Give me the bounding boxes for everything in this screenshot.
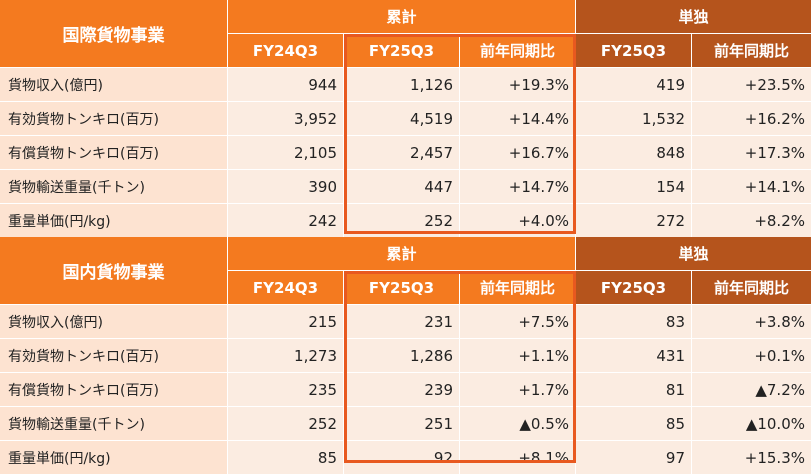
table-row: 貨物収入(億円) 215 231 +7.5% 83 +3.8% — [0, 305, 812, 339]
table-cell: 390 — [228, 170, 344, 204]
column-header: 前年同期比 — [692, 271, 812, 305]
column-header: FY25Q3 — [576, 34, 692, 68]
table-row: 重量単価(円/kg) 85 92 +8.1% 97 +15.3% — [0, 441, 812, 475]
table-row: 貨物輸送重量(千トン) 390 447 +14.7% 154 +14.1% — [0, 170, 812, 204]
table-cell: +15.3% — [692, 441, 812, 475]
table-cell: 251 — [344, 407, 460, 441]
row-label: 有効貨物トンキロ(百万) — [0, 102, 228, 136]
table-cell: ▲7.2% — [692, 373, 812, 407]
table-cell: 92 — [344, 441, 460, 475]
table-cell: 85 — [576, 407, 692, 441]
table-cell: 1,273 — [228, 339, 344, 373]
row-label: 貨物収入(億円) — [0, 68, 228, 102]
row-label: 有償貨物トンキロ(百万) — [0, 136, 228, 170]
group-header-standalone: 単独 — [576, 0, 812, 34]
table-cell: 154 — [576, 170, 692, 204]
table-cell: 242 — [228, 204, 344, 238]
table-row: 重量単価(円/kg) 242 252 +4.0% 272 +8.2% — [0, 204, 812, 238]
table-row: 貨物収入(億円) 944 1,126 +19.3% 419 +23.5% — [0, 68, 812, 102]
table-cell: +7.5% — [460, 305, 576, 339]
group-header-cumulative: 累計 — [228, 0, 576, 34]
table-cell: +17.3% — [692, 136, 812, 170]
column-header: 前年同期比 — [460, 34, 576, 68]
table-row: 有償貨物トンキロ(百万) 235 239 +1.7% 81 ▲7.2% — [0, 373, 812, 407]
table-cell: ▲0.5% — [460, 407, 576, 441]
table-cell: +14.1% — [692, 170, 812, 204]
table-cell: +1.7% — [460, 373, 576, 407]
table-cell: +14.4% — [460, 102, 576, 136]
group-header-standalone: 単独 — [576, 237, 812, 271]
column-header: FY25Q3 — [576, 271, 692, 305]
table-cell: 272 — [576, 204, 692, 238]
table-cell: 2,457 — [344, 136, 460, 170]
table-cell: 1,126 — [344, 68, 460, 102]
table-cell: 85 — [228, 441, 344, 475]
table-cell: 2,105 — [228, 136, 344, 170]
table-cell: 4,519 — [344, 102, 460, 136]
table-cell: 447 — [344, 170, 460, 204]
table-cell: +16.7% — [460, 136, 576, 170]
table-cell: 3,952 — [228, 102, 344, 136]
table-cell: 1,286 — [344, 339, 460, 373]
table-row: 有効貨物トンキロ(百万) 3,952 4,519 +14.4% 1,532 +1… — [0, 102, 812, 136]
table-cell: ▲10.0% — [692, 407, 812, 441]
column-header: FY25Q3 — [344, 271, 460, 305]
table-cell: 252 — [344, 204, 460, 238]
table-cell: +4.0% — [460, 204, 576, 238]
table-cell: +19.3% — [460, 68, 576, 102]
header-row: 国内貨物事業 累計 単独 FY24Q3 FY25Q3 前年同期比 FY25Q3 … — [0, 237, 812, 305]
table-cell: 944 — [228, 68, 344, 102]
table-cell: +23.5% — [692, 68, 812, 102]
table-cell: +3.8% — [692, 305, 812, 339]
column-header: 前年同期比 — [692, 34, 812, 68]
table-cell: +8.2% — [692, 204, 812, 238]
table-cell: +14.7% — [460, 170, 576, 204]
table-cell: 1,532 — [576, 102, 692, 136]
table-cell: +0.1% — [692, 339, 812, 373]
table-cell: 252 — [228, 407, 344, 441]
table-cell: 235 — [228, 373, 344, 407]
table-cell: 419 — [576, 68, 692, 102]
table-row: 有効貨物トンキロ(百万) 1,273 1,286 +1.1% 431 +0.1% — [0, 339, 812, 373]
column-header: FY24Q3 — [228, 34, 344, 68]
column-header: FY24Q3 — [228, 271, 344, 305]
group-header-cumulative: 累計 — [228, 237, 576, 271]
table-cell: +8.1% — [460, 441, 576, 475]
row-label: 貨物収入(億円) — [0, 305, 228, 339]
column-header: 前年同期比 — [460, 271, 576, 305]
header-row: 国際貨物事業 累計 単独 FY24Q3 FY25Q3 前年同期比 FY25Q3 … — [0, 0, 812, 68]
table-title: 国際貨物事業 — [0, 0, 228, 68]
row-label: 貨物輸送重量(千トン) — [0, 407, 228, 441]
table-title: 国内貨物事業 — [0, 237, 228, 305]
table-cell: 97 — [576, 441, 692, 475]
table-cell: 81 — [576, 373, 692, 407]
table-row: 貨物輸送重量(千トン) 252 251 ▲0.5% 85 ▲10.0% — [0, 407, 812, 441]
table-cell: 83 — [576, 305, 692, 339]
column-header: FY25Q3 — [344, 34, 460, 68]
row-label: 有償貨物トンキロ(百万) — [0, 373, 228, 407]
table-cell: 431 — [576, 339, 692, 373]
row-label: 重量単価(円/kg) — [0, 441, 228, 475]
table-cell: 231 — [344, 305, 460, 339]
table-cell: 848 — [576, 136, 692, 170]
table-cell: 239 — [344, 373, 460, 407]
table-cell: 215 — [228, 305, 344, 339]
table-cell: +16.2% — [692, 102, 812, 136]
row-label: 有効貨物トンキロ(百万) — [0, 339, 228, 373]
table-row: 有償貨物トンキロ(百万) 2,105 2,457 +16.7% 848 +17.… — [0, 136, 812, 170]
row-label: 重量単価(円/kg) — [0, 204, 228, 238]
table-cell: +1.1% — [460, 339, 576, 373]
row-label: 貨物輸送重量(千トン) — [0, 170, 228, 204]
